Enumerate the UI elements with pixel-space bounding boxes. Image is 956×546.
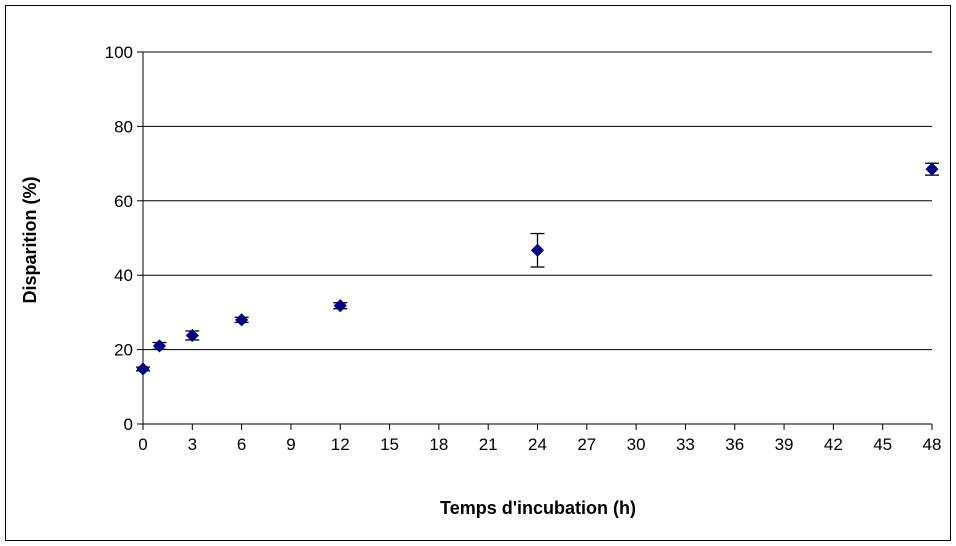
x-tick-label: 36 [725,435,744,454]
data-points [136,162,939,376]
y-tick-label: 60 [114,192,133,211]
x-tick-label: 27 [577,435,596,454]
x-tick-label: 39 [775,435,794,454]
chart-border [5,5,951,541]
x-tick-label: 33 [676,435,695,454]
x-tick-label: 18 [429,435,448,454]
x-tick-label: 15 [380,435,399,454]
x-tick-label: 21 [479,435,498,454]
y-tick-label: 40 [114,266,133,285]
x-axis-ticks: 0 3 6 9 12 15 18 21 24 27 30 33 36 39 42 45 48 [138,424,941,454]
y-tick-label: 20 [114,341,133,360]
y-tick-label: 100 [105,43,133,62]
x-tick-label: 12 [331,435,350,454]
x-tick-label: 45 [873,435,892,454]
y-axis-title: Disparition (%) [20,176,40,303]
y-axis-ticks: 0 20 40 60 80 100 [105,43,143,434]
data-point [530,243,545,257]
x-tick-label: 42 [824,435,843,454]
x-axis-title: Temps d'incubation (h) [440,498,636,518]
x-tick-label: 3 [188,435,197,454]
data-point [925,162,939,176]
x-tick-label: 9 [286,435,295,454]
data-point [185,328,199,343]
grid-lines [143,51,932,351]
data-point [333,299,347,313]
x-tick-label: 24 [528,435,547,454]
x-tick-label: 0 [138,435,147,454]
data-point [152,339,167,353]
y-tick-label: 80 [114,117,133,136]
y-tick-label: 0 [124,415,133,434]
data-point [235,313,249,327]
x-tick-label: 6 [237,435,246,454]
x-tick-label: 30 [627,435,646,454]
data-point [136,362,150,376]
x-tick-label: 48 [923,435,942,454]
